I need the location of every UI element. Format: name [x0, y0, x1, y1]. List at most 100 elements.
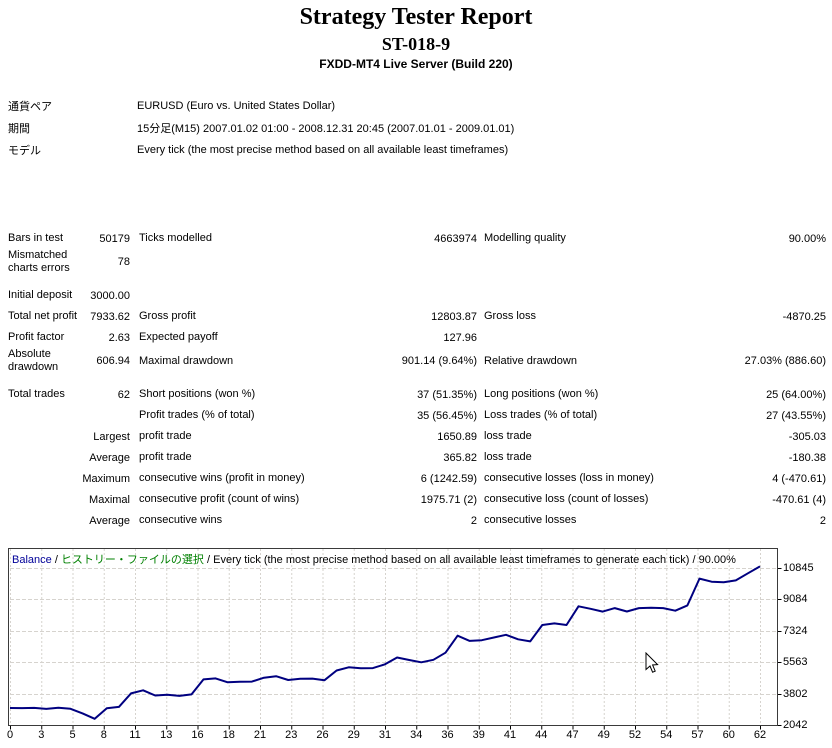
stat-value: 1650.89 — [437, 430, 477, 443]
stat-value: 62 — [117, 388, 130, 401]
stats-row: Mismatched charts errors 78 — [8, 249, 826, 275]
x-axis-tick-label: 18 — [222, 729, 235, 741]
stats-row: Average consecutive wins 2 consecutive loss… — [8, 510, 826, 531]
stat-value: 2 — [819, 514, 826, 527]
stat-label: consecutive profit (count of wins) — [139, 493, 300, 505]
x-axis-tick-label: 13 — [160, 729, 173, 741]
stat-value: 4663974 — [434, 232, 477, 245]
stat-label: Ticks modelled — [139, 232, 212, 244]
x-axis-tick-label: 21 — [253, 729, 267, 741]
stat-value: 50179 — [99, 232, 130, 245]
param-value: Every tick (the most precise method base… — [137, 144, 509, 156]
legend-quality: 90.00% — [698, 554, 736, 566]
stat-label: consecutive loss (count of losses) — [484, 493, 649, 505]
stat-label: Maximal drawdown — [139, 354, 234, 367]
stat-label: Mismatched charts errors — [8, 249, 70, 274]
stat-value: Largest — [93, 430, 130, 443]
stats-row: Initial deposit 3000.00 — [8, 285, 826, 306]
x-axis-tick-label: 41 — [503, 729, 517, 741]
y-axis-tick-label: 9084 — [783, 593, 808, 605]
param-row: 期間 15分足(M15) 2007.01.02 01:00 - 2008.12.3… — [8, 117, 820, 139]
x-axis-tick-label: 26 — [316, 729, 329, 741]
stat-value: 901.14 (9.64%) — [401, 355, 477, 367]
stats-row: Maximal consecutive profit (count of wins… — [8, 489, 826, 510]
stat-label: consecutive wins — [139, 514, 223, 526]
legend-sep1: / — [51, 554, 61, 566]
y-axis-tick-label: 3802 — [783, 688, 808, 700]
x-axis-tick-label: 29 — [347, 729, 360, 741]
stat-value: 7933.62 — [90, 310, 130, 323]
x-axis-tick-label: 52 — [628, 729, 642, 741]
stat-value: -4870.25 — [782, 310, 826, 323]
x-axis-tick-label: 47 — [566, 729, 579, 741]
stat-label: Long positions (won %) — [484, 388, 599, 400]
stat-value: 78 — [117, 256, 130, 268]
legend-model: Every tick (the most precise method base… — [213, 554, 690, 566]
stats-row: Profit factor 2.63 Expected payoff 127.96 — [8, 327, 826, 348]
stat-value: 90.00% — [788, 232, 826, 245]
stat-label: Modelling quality — [484, 232, 566, 244]
stat-label: Expected payoff — [139, 331, 218, 343]
stat-value: 37 (51.35%) — [417, 388, 477, 401]
report-title: Strategy Tester Report — [299, 4, 533, 30]
stat-label: profit trade — [139, 430, 192, 442]
stat-label: Gross loss — [484, 310, 536, 322]
x-axis-tick-label: 16 — [191, 729, 204, 741]
stat-value: -305.03 — [788, 430, 826, 443]
stat-label: Loss trades (% of total) — [484, 409, 598, 421]
stats-row: Absolute drawdown 606.94 Maximal drawdown 9… — [8, 348, 826, 374]
x-axis-tick-label: 5 — [69, 729, 76, 741]
stat-label: Bars in test — [8, 232, 64, 244]
stat-label: loss trade — [484, 430, 532, 442]
balance-graph-canvas — [8, 548, 782, 730]
x-axis-tick-label: 0 — [6, 729, 14, 741]
stat-value: Average — [89, 451, 130, 464]
stat-label: Absolute drawdown — [8, 348, 59, 373]
stat-label: Total trades — [8, 388, 65, 400]
stat-value: Average — [89, 514, 130, 527]
x-axis-tick-label: 62 — [753, 729, 767, 741]
report-header: Strategy Tester Report ST-018-9 FXDD-MT4… — [0, 2, 832, 72]
x-axis-tick-label: 57 — [691, 729, 704, 741]
test-parameters: 通貨ペア EURUSD (Euro vs. United States Dolla… — [8, 95, 820, 161]
stat-label: Profit factor — [8, 331, 65, 343]
stats-row: Total trades 62 Short positions (won %) 37 … — [8, 384, 826, 405]
x-axis-tick-label: 54 — [660, 729, 673, 741]
stat-value: 606.94 — [96, 355, 130, 367]
x-axis-tick-label: 3 — [38, 729, 45, 741]
stat-label: Relative drawdown — [484, 354, 577, 367]
stat-label: Total net profit — [8, 310, 78, 322]
server-line: FXDD-MT4 Live Server (Build 220) — [319, 57, 513, 71]
mouse-cursor-icon — [645, 652, 659, 673]
stat-value: 4 (-470.61) — [772, 472, 826, 485]
stat-value: 127.96 — [443, 331, 477, 344]
stat-label: consecutive losses (loss in money) — [484, 472, 654, 484]
stat-label: Short positions (won %) — [139, 388, 256, 400]
stat-label: loss trade — [484, 451, 532, 463]
param-value: 15分足(M15) 2007.01.02 01:00 - 2008.12.31 … — [137, 123, 515, 135]
stat-label: consecutive losses — [484, 514, 577, 526]
stat-label: Profit trades (% of total) — [139, 409, 255, 421]
stat-value: 2 — [470, 514, 477, 527]
x-axis-tick-label: 23 — [285, 729, 298, 741]
stat-value: 1975.71 (2) — [420, 493, 477, 506]
x-axis-tick-label: 31 — [378, 729, 392, 741]
statistics-table: Bars in test 50179 Ticks modelled 4663974 Mo… — [8, 228, 826, 531]
stats-row: Largest profit trade 1650.89 loss trade -305… — [8, 426, 826, 447]
stat-value: 27 (43.55%) — [766, 409, 826, 422]
chart-legend: Balance / ヒストリー・ファイルの選択 / Every tick (th… — [12, 551, 736, 567]
stat-value: 2.63 — [108, 331, 130, 344]
stat-label: consecutive wins (profit in money) — [139, 472, 305, 484]
param-label: 通貨ペア — [8, 101, 52, 113]
y-axis-tick-label: 2042 — [783, 719, 808, 731]
param-label: 期間 — [8, 123, 30, 135]
param-label: モデル — [8, 145, 41, 157]
stat-value: 365.82 — [443, 451, 477, 464]
param-row: 通貨ペア EURUSD (Euro vs. United States Dolla… — [8, 95, 820, 117]
stat-value: Maximum — [82, 472, 130, 485]
stats-row: Bars in test 50179 Ticks modelled 4663974 Mo… — [8, 228, 826, 249]
stat-value: -180.38 — [788, 451, 826, 464]
stat-value: 3000.00 — [90, 289, 130, 302]
legend-history-file: ヒストリー・ファイルの選択 — [60, 554, 204, 566]
x-axis-tick-label: 44 — [535, 729, 548, 741]
